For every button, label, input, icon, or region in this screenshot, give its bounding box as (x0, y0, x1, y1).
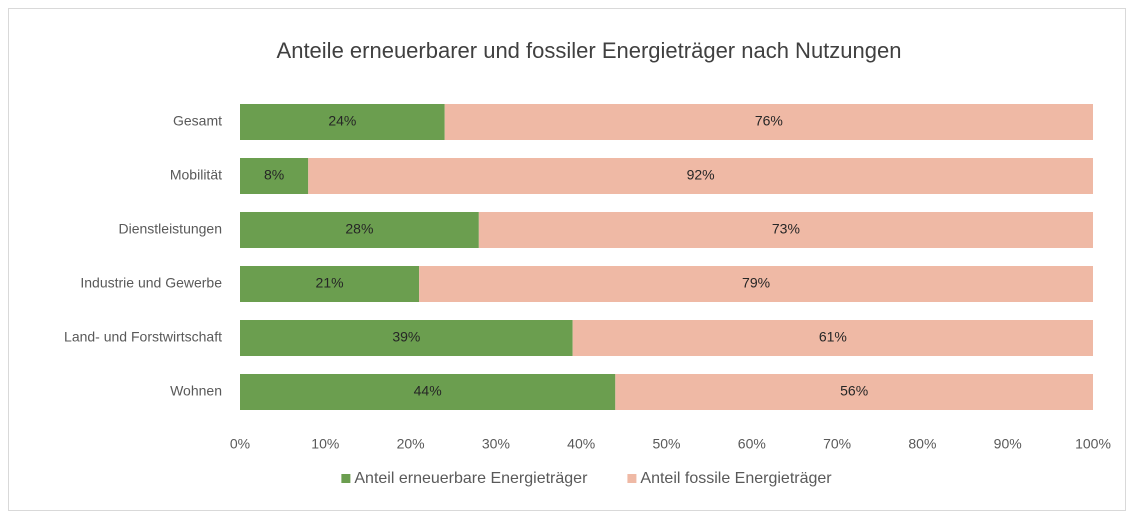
x-tick-label: 50% (652, 436, 680, 452)
bar-segment (240, 320, 573, 356)
legend-label: Anteil fossile Energieträger (640, 470, 832, 487)
plot-area (240, 104, 1093, 410)
x-tick-label: 80% (908, 436, 936, 452)
y-tick-label: Wohnen (170, 383, 222, 399)
bar-segment (572, 320, 1093, 356)
bar-segment (444, 104, 1093, 140)
x-tick-label: 0% (230, 436, 250, 452)
data-label: 61% (819, 329, 847, 345)
data-label: 28% (345, 221, 373, 237)
x-tick-label: 30% (482, 436, 510, 452)
data-label: 21% (316, 275, 344, 291)
data-label: 76% (755, 113, 783, 129)
data-label: 24% (328, 113, 356, 129)
bar-segment (240, 212, 479, 248)
legend-label: Anteil erneuerbare Energieträger (354, 470, 588, 487)
bar-segment (240, 374, 616, 410)
y-tick-label: Land- und Forstwirtschaft (64, 329, 222, 345)
data-label: 44% (414, 383, 442, 399)
bar-segment (240, 104, 445, 140)
y-tick-label: Mobilität (170, 167, 222, 183)
y-tick-label: Dienstleistungen (118, 221, 222, 237)
data-label: 8% (264, 167, 284, 183)
bar-segment (240, 266, 420, 302)
bar-segment (240, 158, 309, 194)
bar-segment (478, 212, 1093, 248)
bar-segment (308, 158, 1093, 194)
data-label: 56% (840, 383, 868, 399)
y-tick-label: Industrie und Gewerbe (80, 275, 222, 291)
x-tick-label: 10% (311, 436, 339, 452)
bar-segment (615, 374, 1093, 410)
data-label: 39% (392, 329, 420, 345)
chart-title: Anteile erneuerbarer und fossiler Energi… (277, 38, 902, 63)
x-tick-label: 90% (994, 436, 1022, 452)
x-tick-label: 60% (738, 436, 766, 452)
data-label: 73% (772, 221, 800, 237)
legend-swatch (627, 474, 637, 483)
x-tick-label: 70% (823, 436, 851, 452)
x-tick-label: 40% (567, 436, 595, 452)
legend-swatch (341, 474, 351, 483)
bar-segment (419, 266, 1093, 302)
y-tick-label: Gesamt (173, 113, 222, 129)
chart-frame (8, 8, 1126, 511)
x-tick-label: 20% (397, 436, 425, 452)
data-label: 79% (742, 275, 770, 291)
x-tick-label: 100% (1075, 436, 1111, 452)
data-label: 92% (687, 167, 715, 183)
